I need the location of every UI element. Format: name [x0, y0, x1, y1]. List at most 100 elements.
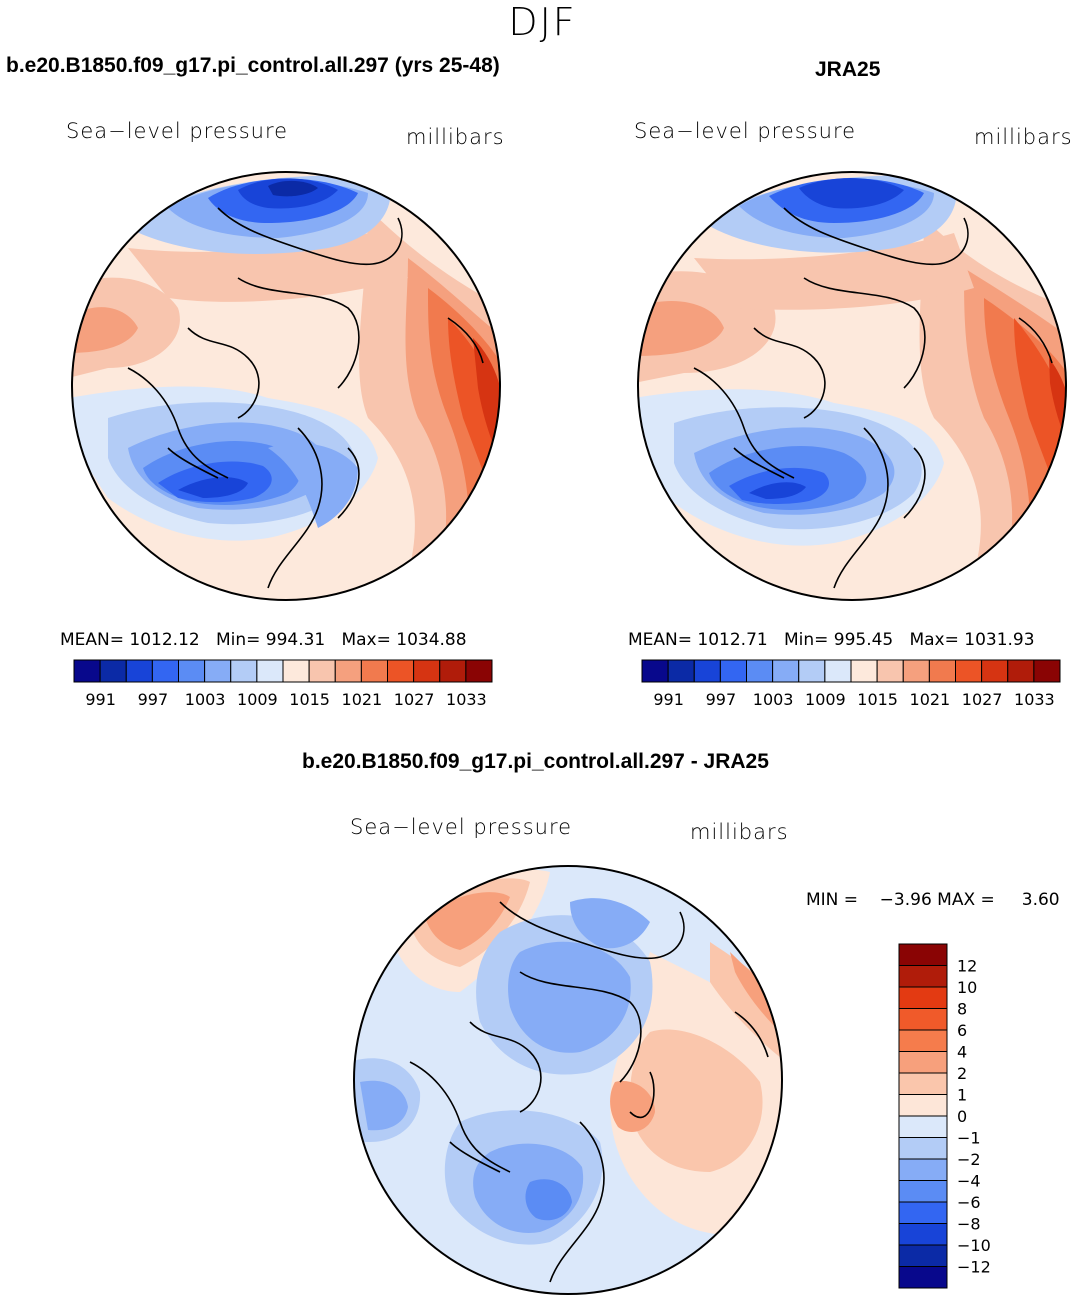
panel2-max-label: Max= [909, 630, 959, 650]
panel1-colorbar-tick-label: 1003 [185, 690, 226, 709]
panel1-colorbar-tick-label: 1027 [394, 690, 435, 709]
panel2-map [637, 171, 1067, 601]
panel1-colorbar-swatch [99, 659, 127, 683]
panel3-colorbar-tick-label: 2 [957, 1064, 967, 1083]
panel2-colorbar-tick-label: 1033 [1014, 690, 1055, 709]
panel2-colorbar: 991 997 1003 1009 1015 1021 1027 1033 [641, 659, 1061, 709]
panel2-min-value: 995.45 [833, 630, 894, 650]
panel1-max-label: Max= [341, 630, 391, 650]
panel3-minmax: MIN = −3.96 MAX = 3.60 [806, 890, 1060, 910]
panel3-colorbar-swatch [898, 1008, 948, 1031]
panel1-colorbar-swatch [230, 659, 258, 683]
panel2-stats: MEAN= 1012.71 Min= 995.45 Max= 1031.93 [628, 630, 1035, 650]
panel2-colorbar-swatch [798, 659, 826, 683]
panel3-colorbar-swatch [898, 1072, 948, 1095]
panel1-colorbar-swatch [125, 659, 153, 683]
panel3-colorbar-swatch [898, 1094, 948, 1117]
panel1-colorbar-swatch [204, 659, 232, 683]
panel3-colorbar-tick-label: 4 [957, 1043, 967, 1062]
panel3-colorbar-swatch [898, 965, 948, 988]
panel3-colorbar-swatch [898, 1201, 948, 1224]
panel1-colorbar-swatch [439, 659, 467, 683]
panel1-colorbar-swatch [178, 659, 206, 683]
panel2-units-label: millibars [974, 125, 1073, 149]
panel1-colorbar-swatch [73, 659, 101, 683]
panel2-mean-label: MEAN= [628, 630, 692, 650]
panel3-colorbar-swatch [898, 1266, 948, 1289]
panel2-colorbar-tick-label: 1027 [962, 690, 1003, 709]
panel3-colorbar-swatch [898, 1051, 948, 1074]
panel2-title: JRA25 [815, 58, 881, 81]
panel1-colorbar-tick-label: 1033 [446, 690, 487, 709]
panel2-colorbar-tick-label: 991 [653, 690, 684, 709]
panel1-colorbar-swatch [151, 659, 179, 683]
panel1-colorbar-tick-label: 1015 [289, 690, 330, 709]
panel1-min-label: Min= [215, 630, 261, 650]
panel2-colorbar-swatch [746, 659, 774, 683]
panel3-colorbar-swatch [898, 1115, 948, 1138]
panel1-colorbar-swatch [465, 659, 493, 683]
panel2-colorbar-swatch [824, 659, 852, 683]
panel3-colorbar-tick-label: 6 [957, 1021, 967, 1040]
panel2-colorbar-swatch [772, 659, 800, 683]
panel3-colorbar-tick-label: 1 [957, 1086, 967, 1105]
panel2-colorbar-tick-label: 1015 [857, 690, 898, 709]
panel2-colorbar-swatch [955, 659, 983, 683]
panel2-min-label: Min= [783, 630, 829, 650]
panel2-colorbar-tick-label: 1003 [753, 690, 794, 709]
panel1-colorbar-swatch [308, 659, 336, 683]
panel1-colorbar-swatch [413, 659, 441, 683]
panel3-colorbar-tick-label: 0 [957, 1107, 967, 1126]
panel2-colorbar-swatch [667, 659, 695, 683]
panel3-colorbar-tick-label: −12 [957, 1258, 991, 1277]
panel2-colorbar-swatch [850, 659, 878, 683]
panel3-field-label: Sea−level pressure [350, 815, 573, 839]
panel1-colorbar-swatch [387, 659, 415, 683]
panel1-stats: MEAN= 1012.12 Min= 994.31 Max= 1034.88 [60, 630, 467, 650]
panel3-colorbar-swatch [898, 986, 948, 1009]
panel3-colorbar-swatch [898, 1158, 948, 1181]
panel3-colorbar-swatch [898, 1029, 948, 1052]
panel1-min-value: 994.31 [265, 630, 326, 650]
panel2-colorbar-swatch [1007, 659, 1035, 683]
panel3-colorbar-tick-label: 10 [957, 978, 977, 997]
panel3-colorbar-tick-label: −6 [957, 1193, 981, 1212]
panel3-colorbar-swatch [898, 1244, 948, 1267]
panel1-units-label: millibars [406, 125, 505, 149]
panel2-colorbar-swatch [902, 659, 930, 683]
panel3-colorbar-tick-label: 12 [957, 957, 977, 976]
panel2-colorbar-swatch [981, 659, 1009, 683]
panel3-units-label: millibars [690, 820, 789, 844]
panel3-colorbar-swatch [898, 1223, 948, 1246]
panel1-max-value: 1034.88 [396, 630, 467, 650]
panel1-colorbar-swatch [334, 659, 362, 683]
panel2-colorbar-tick-label: 1009 [805, 690, 846, 709]
panel1-mean-value: 1012.12 [129, 630, 200, 650]
panel1-colorbar-swatch [282, 659, 310, 683]
panel1-colorbar-tick-label: 1009 [237, 690, 278, 709]
panel1-colorbar: 991 997 1003 1009 1015 1021 1027 1033 [73, 659, 493, 709]
panel3-colorbar-swatch [898, 943, 948, 966]
season-title: DJF [508, 0, 577, 44]
panel1-colorbar-swatch [256, 659, 284, 683]
panel3-colorbar-tick-label: −1 [957, 1129, 981, 1148]
panel3-colorbar-tick-label: 8 [957, 1000, 967, 1019]
panel3-colorbar-swatch [898, 1137, 948, 1160]
panel1-colorbar-tick-label: 997 [138, 690, 169, 709]
panel3-colorbar-tick-label: −10 [957, 1236, 991, 1255]
panel2-colorbar-tick-label: 997 [706, 690, 737, 709]
panel2-colorbar-swatch [928, 659, 956, 683]
panel2-colorbar-swatch [876, 659, 904, 683]
panel1-map [71, 171, 501, 601]
panel2-colorbar-tick-label: 1021 [910, 690, 951, 709]
panel2-max-value: 1031.93 [964, 630, 1035, 650]
panel1-colorbar-tick-label: 1021 [342, 690, 383, 709]
panel3-colorbar-swatch [898, 1180, 948, 1203]
panel1-mean-label: MEAN= [60, 630, 124, 650]
panel2-mean-value: 1012.71 [697, 630, 768, 650]
panel3-map [353, 865, 783, 1295]
panel1-title: b.e20.B1850.f09_g17.pi_control.all.297 (… [6, 54, 500, 77]
panel1-colorbar-tick-label: 991 [85, 690, 116, 709]
panel2-field-label: Sea−level pressure [634, 119, 857, 143]
